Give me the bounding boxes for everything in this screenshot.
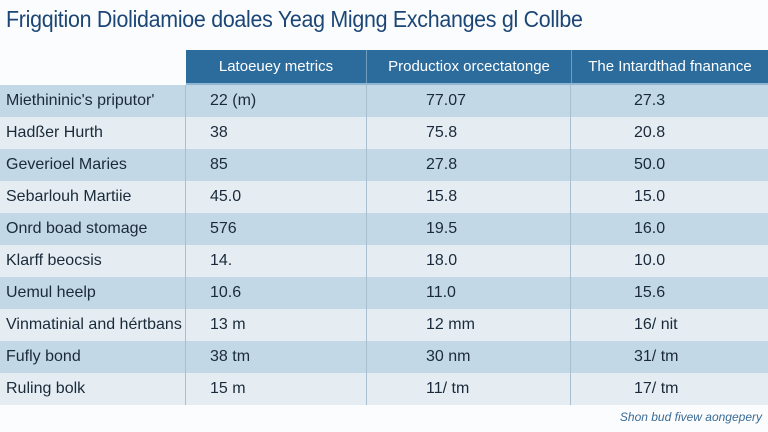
- table-cell: 27.8: [426, 156, 458, 173]
- row-label: Hadßer Hurth: [6, 124, 103, 141]
- table-row: Ruling bolk 15 m 11/ tm 17/ tm: [0, 373, 768, 405]
- table-cell: 13 m: [210, 316, 246, 333]
- table-cell: 31/ tm: [634, 348, 679, 365]
- row-label: Onrd boad stomage: [6, 220, 148, 237]
- table-cell: 38: [210, 124, 228, 141]
- row-label: Klarff beocsis: [6, 252, 102, 269]
- column-header: Latoeuey metrics: [186, 50, 367, 83]
- table-cell: 22 (m): [210, 92, 257, 109]
- table-cell: 75.8: [426, 124, 458, 141]
- table-row: Vinmatinial and hértbans 13 m 12 mm 16/ nit: [0, 309, 768, 341]
- table-row: Sebarlouh Martiie 45.0 15.8 15.0: [0, 181, 768, 213]
- table-cell: 14.: [210, 252, 233, 269]
- table-row: Uemul heelp 10.6 11.0 15.6: [0, 277, 768, 309]
- table-cell: 18.0: [426, 252, 458, 269]
- table-cell: 10.0: [634, 252, 666, 269]
- table-cell: 17/ tm: [634, 380, 679, 397]
- column-header: Productiox orcectatonge: [367, 50, 572, 83]
- page-title: Frigqition Diolidamioe doales Yeag Migng…: [6, 6, 583, 32]
- table-cell: 77.07: [426, 92, 467, 109]
- table-row: Geverioel Maries 85 27.8 50.0: [0, 149, 768, 181]
- table-cell: 15.0: [634, 188, 666, 205]
- table-cell: 45.0: [210, 188, 242, 205]
- column-divider: [570, 85, 571, 405]
- row-label: Geverioel Maries: [6, 156, 127, 173]
- table-cell: 20.8: [634, 124, 666, 141]
- table-cell: 576: [210, 220, 237, 237]
- table-cell: 27.3: [634, 92, 666, 109]
- table-cell: 16/ nit: [634, 316, 678, 333]
- table-cell: 11/ tm: [426, 380, 470, 397]
- table-cell: 11.0: [426, 284, 456, 301]
- table-cell: 38 tm: [210, 348, 251, 365]
- table-cell: 50.0: [634, 156, 666, 173]
- table-row: Hadßer Hurth 38 75.8 20.8: [0, 117, 768, 149]
- column-divider: [366, 85, 367, 405]
- table-row: Onrd boad stomage 576 19.5 16.0: [0, 213, 768, 245]
- row-label: Vinmatinial and hértbans: [6, 316, 182, 333]
- table-row: Klarff beocsis 14. 18.0 10.0: [0, 245, 768, 277]
- table-header: Latoeuey metrics Productiox orcectatonge…: [186, 50, 768, 85]
- column-header: The Intardthad fnanance: [588, 58, 752, 75]
- table-cell: 10.6: [210, 284, 242, 301]
- table-cell: 19.5: [426, 220, 458, 237]
- table-row: Miethininic's priputor' 22 (m) 77.07 27.3: [0, 85, 768, 117]
- column-divider: [185, 85, 186, 405]
- table-cell: 30 nm: [426, 348, 471, 365]
- row-label: Uemul heelp: [6, 284, 96, 301]
- table-cell: 12 mm: [426, 316, 475, 333]
- row-label: Ruling bolk: [6, 380, 86, 397]
- row-label: Fufly bond: [6, 348, 81, 365]
- table-cell: 85: [210, 156, 228, 173]
- table-body: Miethininic's priputor' 22 (m) 77.07 27.3 Ha…: [0, 85, 768, 405]
- table-cell: 16.0: [634, 220, 666, 237]
- table-cell: 15 m: [210, 380, 246, 397]
- footnote: Shon bud fivew aongepery: [619, 410, 762, 424]
- table-row: Fufly bond 38 tm 30 nm 31/ tm: [0, 341, 768, 373]
- table-cell: 15.6: [634, 284, 666, 301]
- row-label: Miethininic's priputor': [6, 92, 155, 109]
- row-label: Sebarlouh Martiie: [6, 188, 132, 205]
- table-cell: 15.8: [426, 188, 458, 205]
